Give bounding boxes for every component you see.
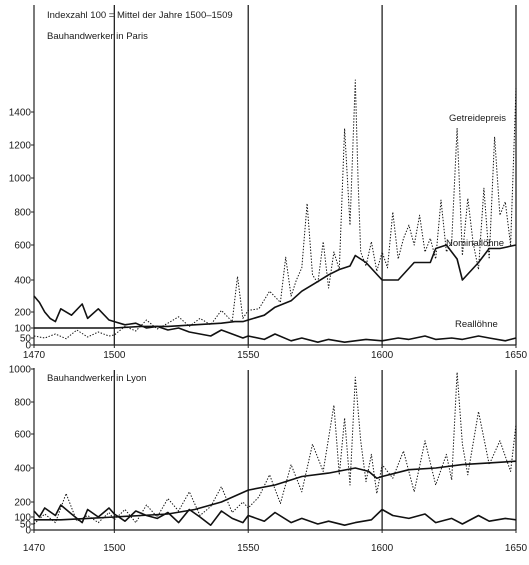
top-x-tick-label-1550: 1550 bbox=[237, 350, 260, 361]
top-x-tick-label-1470: 1470 bbox=[23, 350, 46, 361]
bottom-y-tick-label-100: 100 bbox=[14, 513, 31, 524]
bottom-x-tick-label-1500: 1500 bbox=[103, 543, 126, 554]
bottom-y-tick-label-50: 50 bbox=[20, 520, 32, 531]
top-y-tick-label-0: 0 bbox=[25, 341, 31, 352]
top-y-tick-label-200: 200 bbox=[14, 308, 31, 319]
top-x-tick-label-1500: 1500 bbox=[103, 350, 126, 361]
bottom-x-tick-label-1600: 1600 bbox=[371, 543, 394, 554]
top-series-nominalloehne bbox=[34, 244, 517, 329]
bottom-x-tick-label-1470: 1470 bbox=[23, 543, 46, 554]
top-legend-nominalloehne: Nominallöhne bbox=[446, 238, 504, 249]
top-x-tick-label-1650: 1650 bbox=[505, 350, 528, 361]
top-y-tick-label-1400: 1400 bbox=[9, 108, 32, 119]
top-y-tick-label-600: 600 bbox=[14, 241, 31, 252]
top-legend-getreidepreis: Getreidepreis bbox=[449, 113, 506, 124]
bottom-y-tick-label-200: 200 bbox=[14, 498, 31, 509]
top-legend-realloehne: Reallöhne bbox=[455, 319, 498, 330]
bottom-x-tick-label-1650: 1650 bbox=[505, 543, 528, 554]
top-subtitle: Bauhandwerker in Paris bbox=[47, 31, 148, 42]
bottom-y-tick-label-1000: 1000 bbox=[9, 365, 32, 376]
bottom-series-getreide bbox=[33, 371, 517, 525]
bottom-series-nominal bbox=[34, 460, 517, 521]
top-x-tick-label-1600: 1600 bbox=[371, 350, 394, 361]
top-series-realloehne bbox=[33, 295, 517, 344]
bottom-y-tick-label-0: 0 bbox=[25, 526, 31, 537]
bottom-y-tick-label-400: 400 bbox=[14, 464, 31, 475]
bottom-y-tick-label-600: 600 bbox=[14, 430, 31, 441]
top-y-tick-label-100: 100 bbox=[14, 324, 31, 335]
bottom-x-tick-label-1550: 1550 bbox=[237, 543, 260, 554]
top-title: Indexzahl 100 = Mittel der Jahre 1500–15… bbox=[47, 10, 233, 21]
top-y-tick-label-1200: 1200 bbox=[9, 141, 32, 152]
bottom-series-real bbox=[33, 504, 517, 527]
bottom-y-tick-label-800: 800 bbox=[14, 398, 31, 409]
top-series-getreidepreis bbox=[33, 79, 517, 340]
top-y-tick-label-1000: 1000 bbox=[9, 174, 32, 185]
top-y-tick-label-50: 50 bbox=[20, 334, 32, 345]
bottom-subtitle: Bauhandwerker in Lyon bbox=[47, 373, 146, 384]
top-y-tick-label-400: 400 bbox=[14, 276, 31, 287]
top-y-tick-label-800: 800 bbox=[14, 208, 31, 219]
